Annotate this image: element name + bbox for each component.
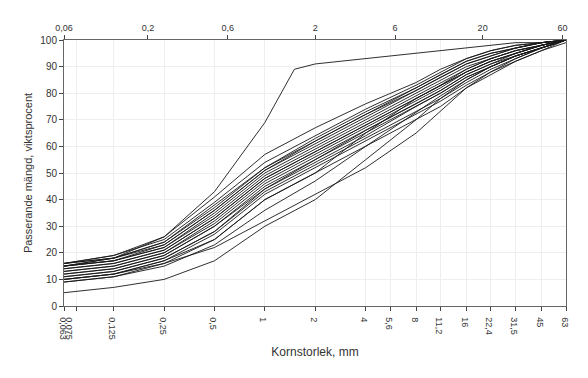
svg-text:0,25: 0,25 <box>158 317 168 335</box>
svg-text:16: 16 <box>460 317 470 327</box>
svg-text:11,2: 11,2 <box>434 317 444 334</box>
svg-text:30: 30 <box>46 221 58 232</box>
svg-text:0,125: 0,125 <box>107 317 117 340</box>
svg-text:4: 4 <box>359 317 369 322</box>
svg-text:5,6: 5,6 <box>384 317 394 330</box>
svg-text:20: 20 <box>478 23 488 33</box>
svg-text:0,06: 0,06 <box>55 23 73 33</box>
svg-text:2: 2 <box>313 23 318 33</box>
svg-text:45: 45 <box>535 317 545 327</box>
svg-text:Kornstorlek, mm: Kornstorlek, mm <box>271 345 358 359</box>
svg-text:22,4: 22,4 <box>484 317 494 335</box>
svg-text:0,2: 0,2 <box>142 23 155 33</box>
svg-text:80: 80 <box>46 88 58 99</box>
svg-text:70: 70 <box>46 114 58 125</box>
svg-text:Passerande mängd, viktsprocent: Passerande mängd, viktsprocent <box>22 93 34 253</box>
svg-text:0: 0 <box>51 301 57 312</box>
svg-text:0,075: 0,075 <box>64 317 74 340</box>
svg-text:60: 60 <box>46 141 58 152</box>
svg-text:10: 10 <box>46 274 58 285</box>
svg-text:1: 1 <box>258 317 268 322</box>
svg-text:50: 50 <box>46 168 58 179</box>
svg-text:90: 90 <box>46 61 58 72</box>
svg-text:31,5: 31,5 <box>509 317 519 335</box>
svg-text:2: 2 <box>309 317 319 322</box>
svg-text:8: 8 <box>410 317 420 322</box>
svg-text:40: 40 <box>46 194 58 205</box>
svg-text:20: 20 <box>46 247 58 258</box>
svg-text:6: 6 <box>393 23 398 33</box>
svg-text:100: 100 <box>40 35 57 46</box>
svg-text:63: 63 <box>560 317 570 327</box>
svg-text:60: 60 <box>557 23 567 33</box>
svg-text:0,5: 0,5 <box>208 317 218 330</box>
svg-text:0,6: 0,6 <box>222 23 235 33</box>
svg-text:0,063: 0,063 <box>58 317 68 340</box>
